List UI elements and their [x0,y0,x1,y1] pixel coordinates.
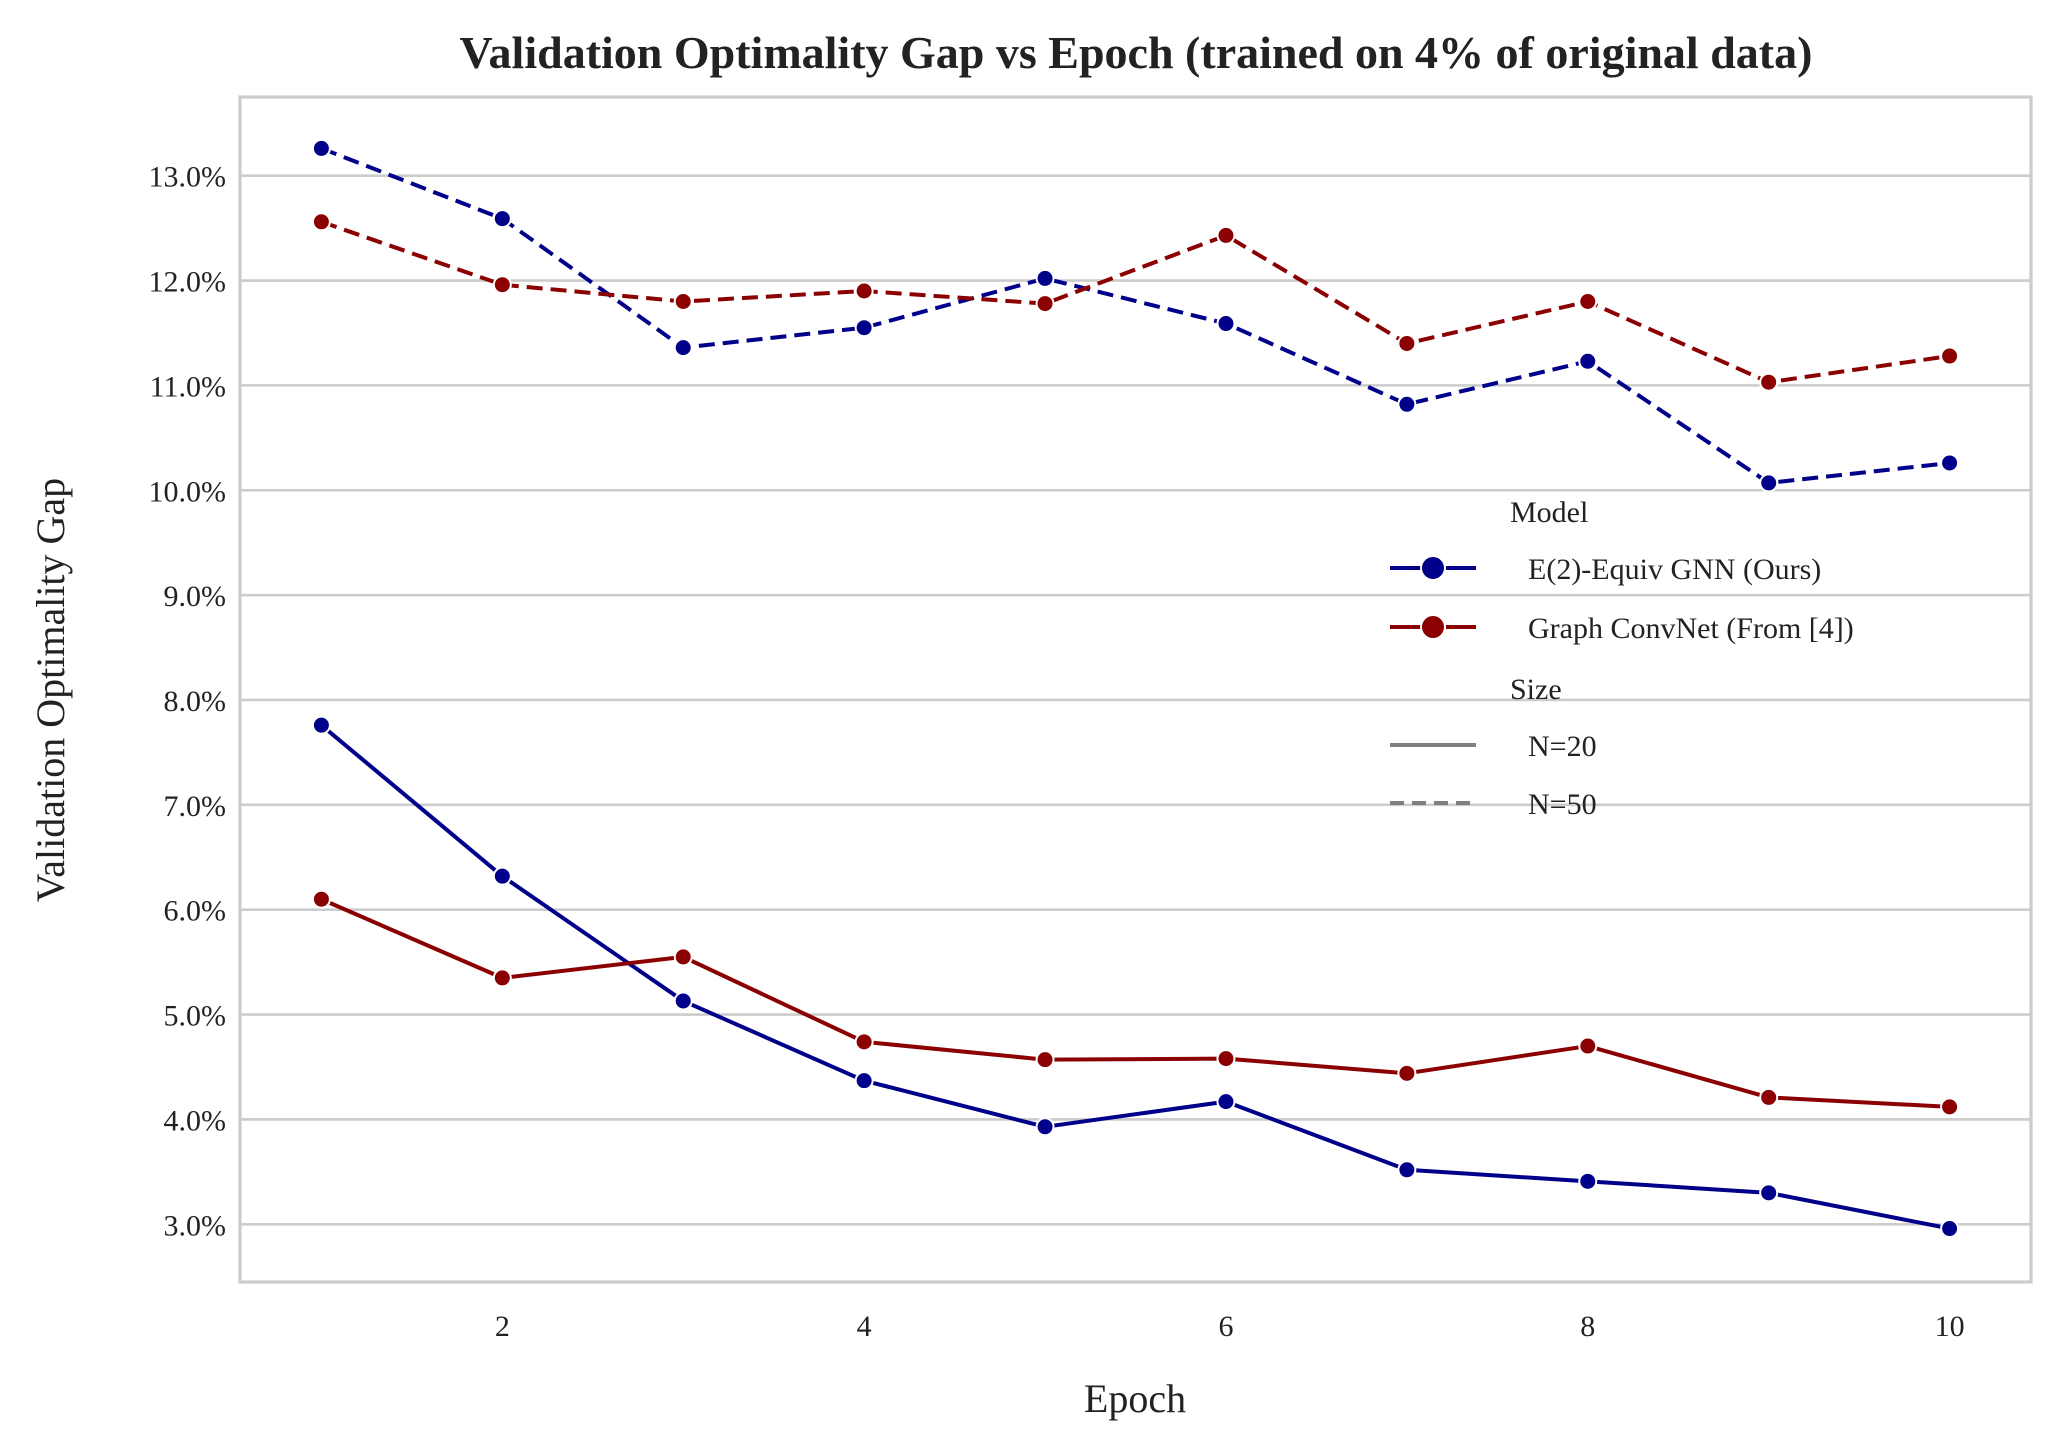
chart-title: Validation Optimality Gap vs Epoch (trai… [460,27,1813,78]
data-point [1397,1063,1417,1083]
x-tick-label: 2 [495,1310,510,1343]
legend-marker-graph-convnet [1420,614,1446,640]
data-point [1940,1097,1960,1117]
y-tick-label: 8.0% [164,685,227,718]
legend-label-n50: N=50 [1528,788,1597,821]
legend: Model E(2)-Equiv GNN (Ours) Graph ConvNe… [1390,496,1854,821]
y-tick-label: 5.0% [164,1000,227,1033]
data-point [1940,1219,1960,1239]
y-tick-label: 12.0% [149,266,227,299]
data-point [1216,1092,1236,1112]
series-e2-equiv-gnn-n50 [311,138,1960,493]
x-axis-ticks: 2 4 6 8 10 [495,1310,1965,1343]
data-point [1578,291,1598,311]
data-point [1397,333,1417,353]
plot-frame [238,95,2033,1284]
legend-entry-e2-equiv-gnn: E(2)-Equiv GNN (Ours) [1390,553,1821,586]
data-point [854,1071,874,1091]
series-line-e2-equiv-gnn-n50 [320,146,1950,485]
data-point [1035,294,1055,314]
data-point [1578,1171,1598,1191]
legend-label-e2-equiv-gnn: E(2)-Equiv GNN (Ours) [1528,553,1821,586]
data-point [854,1032,874,1052]
series-line-graph-convnet-n50 [320,219,1950,385]
data-point [1216,225,1236,245]
series-graph-convnet-n20 [311,889,1960,1117]
data-point [673,291,693,311]
data-point [673,338,693,358]
legend-entry-n20: N=20 [1390,730,1597,763]
x-tick-label: 6 [1218,1310,1233,1343]
data-series [311,138,1960,1239]
data-point [492,209,512,229]
legend-label-n20: N=20 [1528,730,1597,763]
series-e2-equiv-gnn-n20 [311,715,1960,1239]
legend-size-title: Size [1510,673,1562,706]
data-point [311,212,331,232]
y-tick-label: 10.0% [149,475,227,508]
y-tick-label: 13.0% [149,161,227,194]
data-point [1578,1036,1598,1056]
y-tick-label: 3.0% [164,1209,227,1242]
y-tick-label: 11.0% [150,370,226,403]
series-graph-convnet-n50 [311,212,1960,392]
y-axis-label: Validation Optimality Gap [28,478,73,902]
y-tick-label: 6.0% [164,895,227,928]
data-point [311,138,331,158]
data-point [1940,453,1960,473]
data-point [1035,268,1055,288]
series-line-e2-equiv-gnn-n20 [320,723,1950,1231]
legend-model-title: Model [1510,496,1588,529]
series-line-graph-convnet-n20 [320,897,1950,1109]
legend-entry-graph-convnet: Graph ConvNet (From [4]) [1390,612,1854,645]
grid-lines [240,174,2031,1226]
x-axis-label: Epoch [1084,1376,1186,1421]
legend-marker-e2-equiv-gnn [1420,555,1446,581]
data-point [492,275,512,295]
data-point [311,889,331,909]
data-point [1759,1087,1779,1107]
data-point [1759,473,1779,493]
data-point [1759,1183,1779,1203]
data-point [1397,1160,1417,1180]
x-tick-label: 4 [857,1310,872,1343]
data-point [492,866,512,886]
legend-entry-n50: N=50 [1390,788,1597,821]
y-axis-ticks: 3.0% 4.0% 5.0% 6.0% 7.0% 8.0% 9.0% 10.0% 11.0% 12… [149,161,227,1243]
x-tick-label: 10 [1935,1310,1965,1343]
data-point [1035,1117,1055,1137]
data-point [492,968,512,988]
data-point [1759,372,1779,392]
data-point [854,281,874,301]
y-tick-label: 4.0% [164,1104,227,1137]
data-point [673,991,693,1011]
data-point [311,715,331,735]
data-point [1397,394,1417,414]
data-point [1578,351,1598,371]
x-tick-label: 8 [1580,1310,1595,1343]
data-point [1216,1049,1236,1069]
legend-label-graph-convnet: Graph ConvNet (From [4]) [1528,612,1854,645]
data-point [673,947,693,967]
data-point [1940,346,1960,366]
data-point [1216,314,1236,334]
data-point [1035,1050,1055,1070]
y-tick-label: 9.0% [164,580,227,613]
y-tick-label: 7.0% [164,790,227,823]
data-point [854,318,874,338]
